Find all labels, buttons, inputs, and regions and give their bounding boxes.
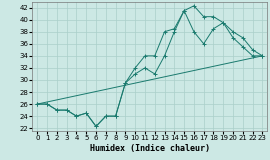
X-axis label: Humidex (Indice chaleur): Humidex (Indice chaleur) (90, 144, 210, 153)
